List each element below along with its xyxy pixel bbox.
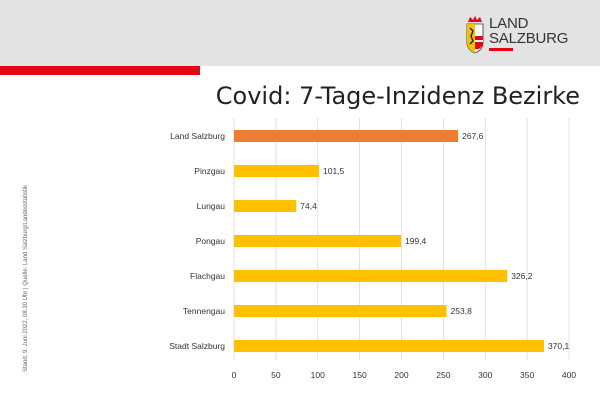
labels: 0 50 100 150 200 250 300 350 400 Land Salzburg 267…	[169, 131, 576, 380]
category-label: Tennengau	[183, 306, 225, 316]
data-label: 267,6	[462, 131, 484, 141]
logo-text-line1: LAND	[489, 15, 529, 32]
logo-underline	[489, 48, 513, 51]
x-tick-label: 350	[520, 370, 534, 380]
x-tick-label: 150	[353, 370, 367, 380]
bar	[234, 130, 459, 142]
bar	[234, 200, 297, 212]
chart-title: Covid: 7-Tage-Inzidenz Bezirke	[215, 82, 580, 110]
bar	[234, 235, 401, 247]
data-label: 253,8	[451, 306, 473, 316]
bar	[234, 305, 447, 317]
header-band	[0, 0, 600, 66]
red-accent-stripe	[0, 66, 200, 75]
bar	[234, 165, 320, 177]
bars	[234, 130, 544, 352]
category-label: Pinzgau	[194, 166, 225, 176]
x-tick-label: 250	[436, 370, 450, 380]
data-label: 370,1	[548, 341, 570, 351]
x-tick-label: 0	[232, 370, 237, 380]
category-label: Stadt Salzburg	[169, 341, 225, 351]
data-label: 101,5	[323, 166, 345, 176]
x-tick-label: 200	[394, 370, 408, 380]
category-label: Flachgau	[190, 271, 225, 281]
x-tick-label: 300	[478, 370, 492, 380]
x-tick-label: 100	[311, 370, 325, 380]
category-label: Lungau	[197, 201, 226, 211]
logo-text: LAND SALZBURG	[489, 16, 568, 46]
data-label: 199,4	[405, 236, 427, 246]
category-label: Pongau	[196, 236, 226, 246]
salzburg-crest-icon	[466, 16, 484, 54]
x-tick-label: 400	[562, 370, 576, 380]
bar	[234, 340, 544, 352]
data-label: 326,2	[511, 271, 533, 281]
logo-text-line2: SALZBURG	[489, 30, 569, 47]
land-salzburg-logo[interactable]: LAND SALZBURG	[465, 14, 585, 54]
x-tick-label: 50	[271, 370, 281, 380]
category-label: Land Salzburg	[170, 131, 225, 141]
data-label: 74,4	[300, 201, 317, 211]
bar	[234, 270, 508, 282]
